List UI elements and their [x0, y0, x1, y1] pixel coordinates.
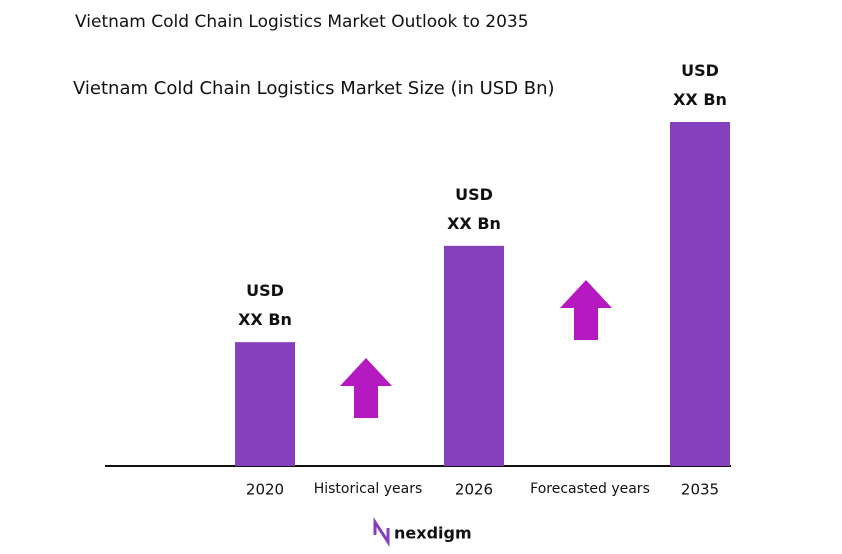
bar — [670, 122, 730, 466]
x-tick-label: 2026 — [455, 481, 493, 499]
bar — [444, 245, 504, 466]
bar — [235, 342, 295, 466]
chart-title: Vietnam Cold Chain Logistics Market Outl… — [75, 12, 529, 32]
growth-arrow — [560, 280, 612, 340]
logo: nexdigm — [394, 524, 472, 543]
growth-arrow — [340, 358, 392, 418]
annotation: Forecasted years — [530, 481, 650, 497]
value-label: USD XX Bn — [238, 281, 292, 330]
value-label: USD XX Bn — [673, 61, 727, 109]
logo-icon — [373, 516, 390, 548]
value-label: USD XX Bn — [447, 184, 501, 233]
x-tick-label: 2035 — [681, 481, 719, 499]
annotation: Historical years — [314, 481, 423, 497]
chart-subtitle: Vietnam Cold Chain Logistics Market Size… — [73, 78, 555, 99]
x-tick-label: 2020 — [246, 481, 284, 499]
